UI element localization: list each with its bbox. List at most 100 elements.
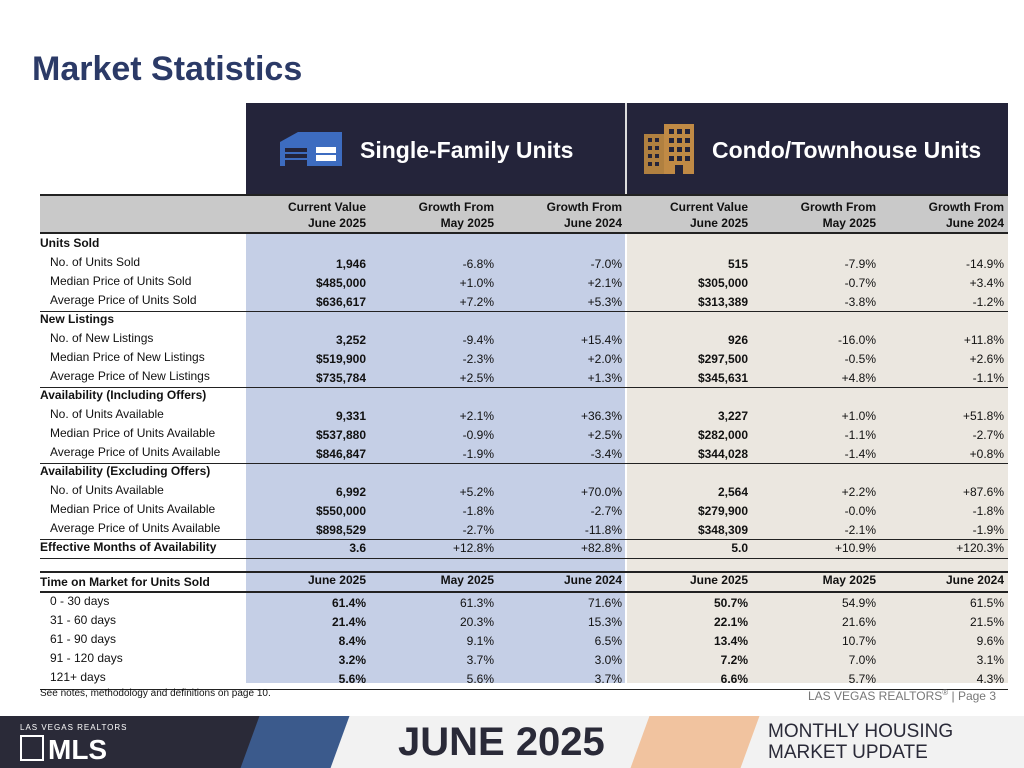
tom-cell: 21.5% <box>969 615 1004 629</box>
tom-header-cell: June 2025 <box>307 573 366 587</box>
condo-label: Condo/Townhouse Units <box>712 137 982 163</box>
section-rule <box>40 387 1008 388</box>
header-top-rule <box>40 194 1008 196</box>
mls-logo: MLS <box>20 734 107 766</box>
table-cell: +2.5% <box>459 371 494 385</box>
table-cell: $348,309 <box>697 523 748 537</box>
table-cell: $345,631 <box>697 371 748 385</box>
row-label: Median Price of Units Available <box>50 502 216 516</box>
page-title: Market Statistics <box>32 50 303 88</box>
table-cell: $550,000 <box>315 504 366 518</box>
banner-org-small: LAS VEGAS REALTORS <box>20 723 128 732</box>
table-cell: +36.3% <box>580 409 622 423</box>
table-cell: $537,880 <box>315 428 366 442</box>
table-cell: -1.8% <box>972 504 1004 518</box>
table-cell: 2,564 <box>717 485 748 499</box>
tom-cell: 20.3% <box>459 615 494 629</box>
condo-column-bg <box>627 195 1008 683</box>
table-cell: $485,000 <box>315 276 366 290</box>
table-cell: +70.0% <box>580 485 622 499</box>
table-cell: -16.0% <box>837 333 876 347</box>
table-cell: -0.7% <box>844 276 876 290</box>
table-cell: -7.9% <box>844 257 876 271</box>
effective-label: Effective Months of Availability <box>40 540 217 554</box>
table-cell: -1.1% <box>972 371 1004 385</box>
table-cell: -9.4% <box>462 333 494 347</box>
table-cell: -1.9% <box>462 447 494 461</box>
table-cell: -6.8% <box>462 257 494 271</box>
table-cell: -3.4% <box>590 447 622 461</box>
table-cell: 6,992 <box>335 485 366 499</box>
table-cell: $279,900 <box>697 504 748 518</box>
tom-header-cell: May 2025 <box>440 573 494 587</box>
single-family-column-bg <box>246 195 625 683</box>
col-header-ct-june24: Growth From June 2024 <box>928 200 1004 230</box>
effective-rule <box>40 558 1008 559</box>
header-bottom-rule <box>40 232 1008 234</box>
col-header-ct-may: Growth From May 2025 <box>800 200 876 230</box>
col-header-sf-may: Growth From May 2025 <box>418 200 494 230</box>
row-label: Median Price of Units Available <box>50 426 216 440</box>
tom-cell: 22.1% <box>713 615 748 629</box>
table-cell: +2.6% <box>969 352 1004 366</box>
tom-header-cell: June 2024 <box>945 573 1004 587</box>
table-cell: -0.0% <box>844 504 876 518</box>
table-cell: $519,900 <box>315 352 366 366</box>
table-cell: +15.4% <box>580 333 622 347</box>
column-header-row <box>40 195 1008 233</box>
banner-subtitle: MONTHLY HOUSING MARKET UPDATE <box>768 721 954 763</box>
section-title: Units Sold <box>40 236 100 250</box>
effective-cell: 3.6 <box>349 541 366 555</box>
section-rule <box>40 311 1008 312</box>
table-cell: -2.7% <box>590 504 622 518</box>
table-cell: +1.3% <box>587 371 622 385</box>
row-label: No. of Units Available <box>50 483 164 497</box>
section-title: New Listings <box>40 312 115 326</box>
table-cell: -0.9% <box>462 428 494 442</box>
header-band <box>246 103 1008 195</box>
section-rule <box>40 463 1008 464</box>
tom-cell: 9.1% <box>466 634 494 648</box>
tom-cell: 61.5% <box>969 596 1004 610</box>
tom-cell: 21.4% <box>331 615 366 629</box>
section-title: Availability (Including Offers) <box>40 388 207 402</box>
table-cell: -2.1% <box>844 523 876 537</box>
tom-cell: 3.7% <box>594 672 622 686</box>
table-cell: $305,000 <box>697 276 748 290</box>
table-cell: 515 <box>727 257 748 271</box>
effective-cell: +120.3% <box>956 541 1004 555</box>
tom-row-label: 61 - 90 days <box>50 632 117 646</box>
condo-building-icon <box>642 122 698 179</box>
tom-cell: 6.5% <box>594 634 622 648</box>
effective-cell: +12.8% <box>452 541 494 555</box>
table-cell: -2.7% <box>462 523 494 537</box>
tom-cell: 5.6% <box>466 672 494 686</box>
table-cell: -1.2% <box>972 295 1004 309</box>
table-cell: 9,331 <box>335 409 366 423</box>
table-cell: -1.1% <box>844 428 876 442</box>
table-cell: -2.7% <box>972 428 1004 442</box>
table-cell: +1.0% <box>841 409 876 423</box>
table-bottom-rule <box>40 689 1008 690</box>
effective-cell: +82.8% <box>580 541 622 555</box>
table-cell: -14.9% <box>965 257 1004 271</box>
page-reference: LAS VEGAS REALTORS® | Page 3 <box>807 688 996 703</box>
row-label: Average Price of New Listings <box>50 369 210 383</box>
table-cell: $313,389 <box>697 295 748 309</box>
tom-cell: 8.4% <box>338 634 366 648</box>
tom-cell: 5.7% <box>848 672 876 686</box>
tom-cell: 13.4% <box>713 634 748 648</box>
tom-cell: 5.6% <box>338 672 366 686</box>
table-cell: -0.5% <box>844 352 876 366</box>
col-header-sf-june24: Growth From June 2024 <box>546 200 622 230</box>
banner-blue-stripe <box>240 716 350 768</box>
effective-cell: +10.9% <box>834 541 876 555</box>
tom-cell: 6.6% <box>720 672 748 686</box>
tom-cell: 9.6% <box>976 634 1004 648</box>
row-label: No. of Units Available <box>50 407 164 421</box>
table-cell: +0.8% <box>969 447 1004 461</box>
table-cell: -3.8% <box>844 295 876 309</box>
table-cell: +2.0% <box>587 352 622 366</box>
tom-cell: 71.6% <box>587 596 622 610</box>
tom-cell: 7.2% <box>720 653 748 667</box>
